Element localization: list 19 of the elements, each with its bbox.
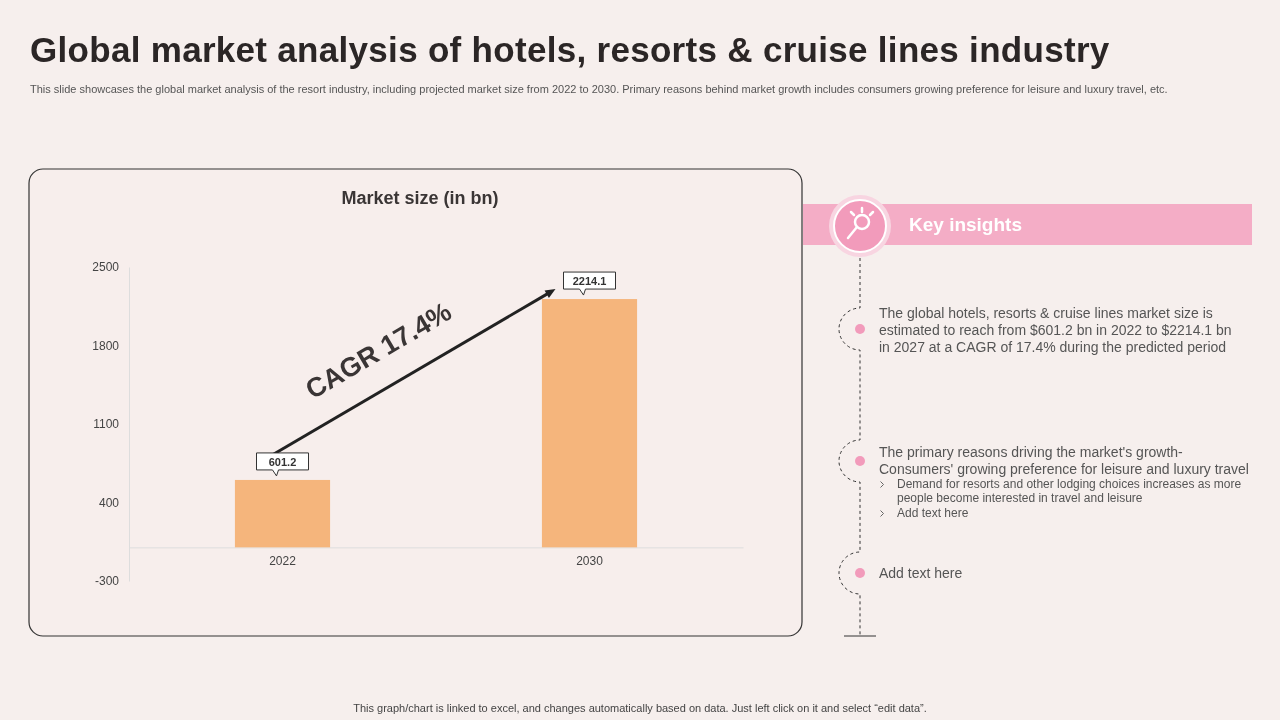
text: The global hotels, resorts & cruise lines market size is estimated to reach from $601.2 bn in 2022 to $2214.1 bn in 2027 at a CAGR of 17.4% during the predicted period <box>879 305 1233 356</box>
x-tick-label: 2022 <box>269 553 297 568</box>
y-tick-label: -300 <box>94 574 120 589</box>
data-label: 2214.1 <box>572 275 607 288</box>
text: Demand for resorts and other lodging choices increases as more people become interested in travel and leisure <box>897 477 1243 505</box>
text: This graph/chart is linked to excel, and changes automatically based on data. Just left click on it and select “edit data”. <box>352 702 928 714</box>
x-tick-label: 2030 <box>576 553 604 568</box>
y-tick-label: 1800 <box>92 338 120 353</box>
text: Add text here <box>897 506 970 520</box>
text: Add text here <box>879 565 964 582</box>
data-label: 601.2 <box>268 455 297 468</box>
text: This slide showcases the global market analysis of the resort industry, including projected market size from 2022 to 2030. Primary reasons behind market growth includes consumers growing preference for leisure and luxury travel, etc. <box>30 82 1169 96</box>
text: Global market analysis of hotels, resorts & cruise lines industry <box>30 30 1110 70</box>
text: The primary reasons driving the market's growth- Consumers' growing preference for leisure and luxury travel <box>879 444 1250 478</box>
y-tick-label: 400 <box>98 495 120 510</box>
y-tick-label: 2500 <box>92 260 120 275</box>
y-tick-label: 1100 <box>93 417 120 432</box>
text: Key insights <box>909 214 1022 236</box>
chart-title: Market size (in bn) <box>341 188 499 208</box>
